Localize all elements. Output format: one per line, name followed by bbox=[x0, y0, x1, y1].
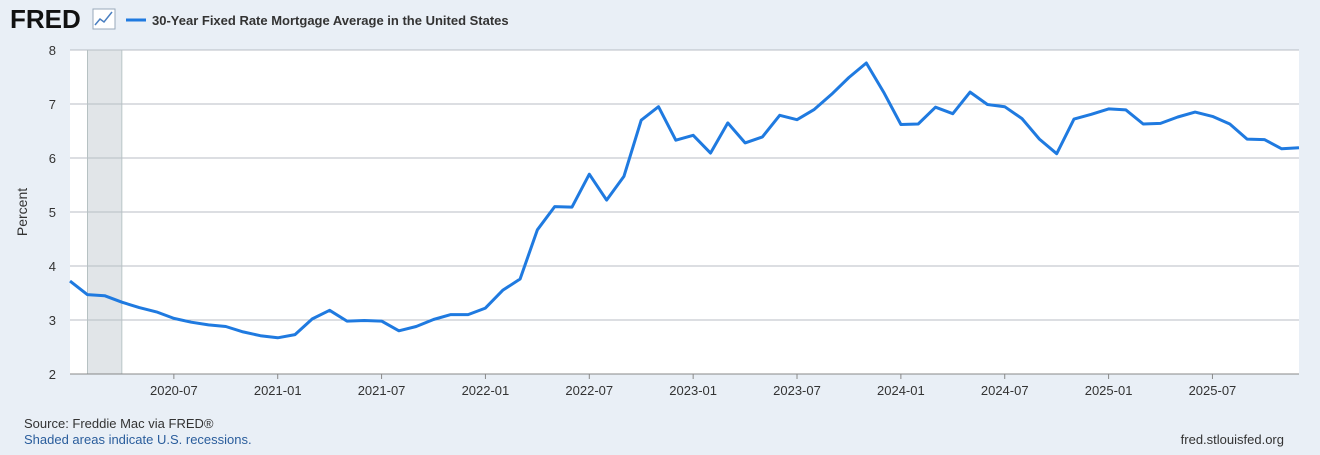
y-tick-label: 5 bbox=[49, 205, 56, 220]
y-tick-label: 3 bbox=[49, 313, 56, 328]
x-tick-label: 2024-07 bbox=[981, 383, 1029, 398]
y-tick-label: 4 bbox=[49, 259, 56, 274]
x-tick-label: 2021-07 bbox=[358, 383, 406, 398]
y-axis-label: Percent bbox=[14, 188, 30, 236]
x-tick-label: 2025-07 bbox=[1189, 383, 1237, 398]
x-tick-label: 2022-07 bbox=[565, 383, 613, 398]
x-tick-label: 2025-01 bbox=[1085, 383, 1133, 398]
x-tick-label: 2023-07 bbox=[773, 383, 821, 398]
brand-logo: FRED bbox=[10, 4, 81, 34]
x-tick-label: 2021-01 bbox=[254, 383, 302, 398]
legend-label: 30-Year Fixed Rate Mortgage Average in t… bbox=[152, 13, 509, 28]
source-note: Source: Freddie Mac via FRED® bbox=[24, 416, 214, 431]
x-tick-label: 2020-07 bbox=[150, 383, 198, 398]
x-tick-label: 2024-01 bbox=[877, 383, 925, 398]
series-line bbox=[69, 61, 1300, 340]
logo-icon bbox=[92, 8, 116, 30]
y-tick-label: 8 bbox=[49, 43, 56, 58]
y-tick-label: 7 bbox=[49, 97, 56, 112]
y-tick-label: 2 bbox=[49, 367, 56, 382]
y-tick-label: 6 bbox=[49, 151, 56, 166]
x-tick-label: 2022-01 bbox=[462, 383, 510, 398]
x-tick-label: 2023-01 bbox=[669, 383, 717, 398]
site-url: fred.stlouisfed.org bbox=[1181, 432, 1284, 447]
recession-note: Shaded areas indicate U.S. recessions. bbox=[24, 432, 252, 447]
